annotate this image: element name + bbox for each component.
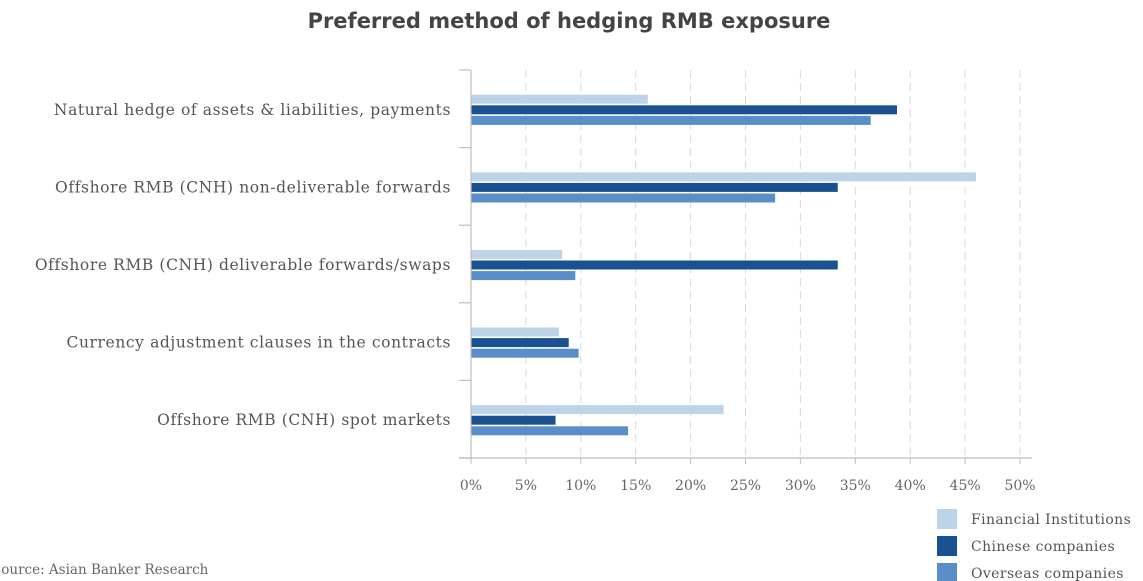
x-tick-label: 25% [730, 478, 761, 494]
x-tick-label: 45% [950, 478, 981, 494]
bar-financial-institutions-0 [471, 94, 648, 104]
legend-label-2: Overseas companies [971, 566, 1124, 581]
bar-financial-institutions-3 [471, 327, 559, 337]
bar-chinese-companies-0 [471, 105, 898, 115]
legend-swatch-0 [937, 509, 957, 529]
x-tick-label: 10% [565, 478, 596, 494]
x-tick-label: 40% [895, 478, 926, 494]
chart-title: Preferred method of hedging RMB exposure [308, 9, 831, 33]
legend-swatch-1 [937, 536, 957, 556]
bar-overseas-companies-0 [471, 115, 871, 125]
bar-chinese-companies-4 [471, 415, 556, 425]
x-tick-label: 50% [1004, 478, 1035, 494]
source-note: Source: Asian Banker Research [0, 562, 209, 578]
bar-overseas-companies-3 [471, 348, 579, 358]
bar-overseas-companies-4 [471, 426, 629, 436]
legend-label-1: Chinese companies [971, 539, 1115, 555]
x-tick-label: 20% [675, 478, 706, 494]
category-label: Natural hedge of assets & liabilities, p… [54, 101, 451, 119]
legend-label-0: Financial Institutions [971, 512, 1131, 528]
category-label: Offshore RMB (CNH) non-deliverable forwa… [55, 178, 451, 196]
legend: Financial Institutions Chinese companies O… [937, 509, 1131, 581]
category-labels: Natural hedge of assets & liabilities, p… [35, 101, 451, 429]
x-tick-label: 30% [785, 478, 816, 494]
axes [459, 69, 1032, 464]
bar-overseas-companies-1 [471, 193, 776, 203]
bar-chinese-companies-2 [471, 260, 838, 270]
bar-chinese-companies-1 [471, 182, 838, 192]
category-label: Offshore RMB (CNH) spot markets [157, 411, 451, 429]
bar-financial-institutions-2 [471, 249, 563, 259]
category-label: Currency adjustment clauses in the contr… [66, 334, 451, 352]
category-label: Offshore RMB (CNH) deliverable forwards/… [35, 256, 451, 274]
bar-financial-institutions-4 [471, 405, 724, 415]
x-tick-label: 35% [840, 478, 871, 494]
bar-chinese-companies-3 [471, 338, 569, 348]
bar-financial-institutions-1 [471, 172, 977, 182]
x-tick-label: 0% [460, 478, 482, 494]
x-tick-labels: 0% 5% 10% 15% 20% 25% 30% 35% 40% 45% 50% [460, 478, 1036, 494]
x-tick-label: 5% [515, 478, 537, 494]
legend-swatch-2 [937, 563, 957, 581]
x-tick-label: 15% [620, 478, 651, 494]
bars [471, 94, 977, 436]
bar-overseas-companies-2 [471, 271, 576, 281]
